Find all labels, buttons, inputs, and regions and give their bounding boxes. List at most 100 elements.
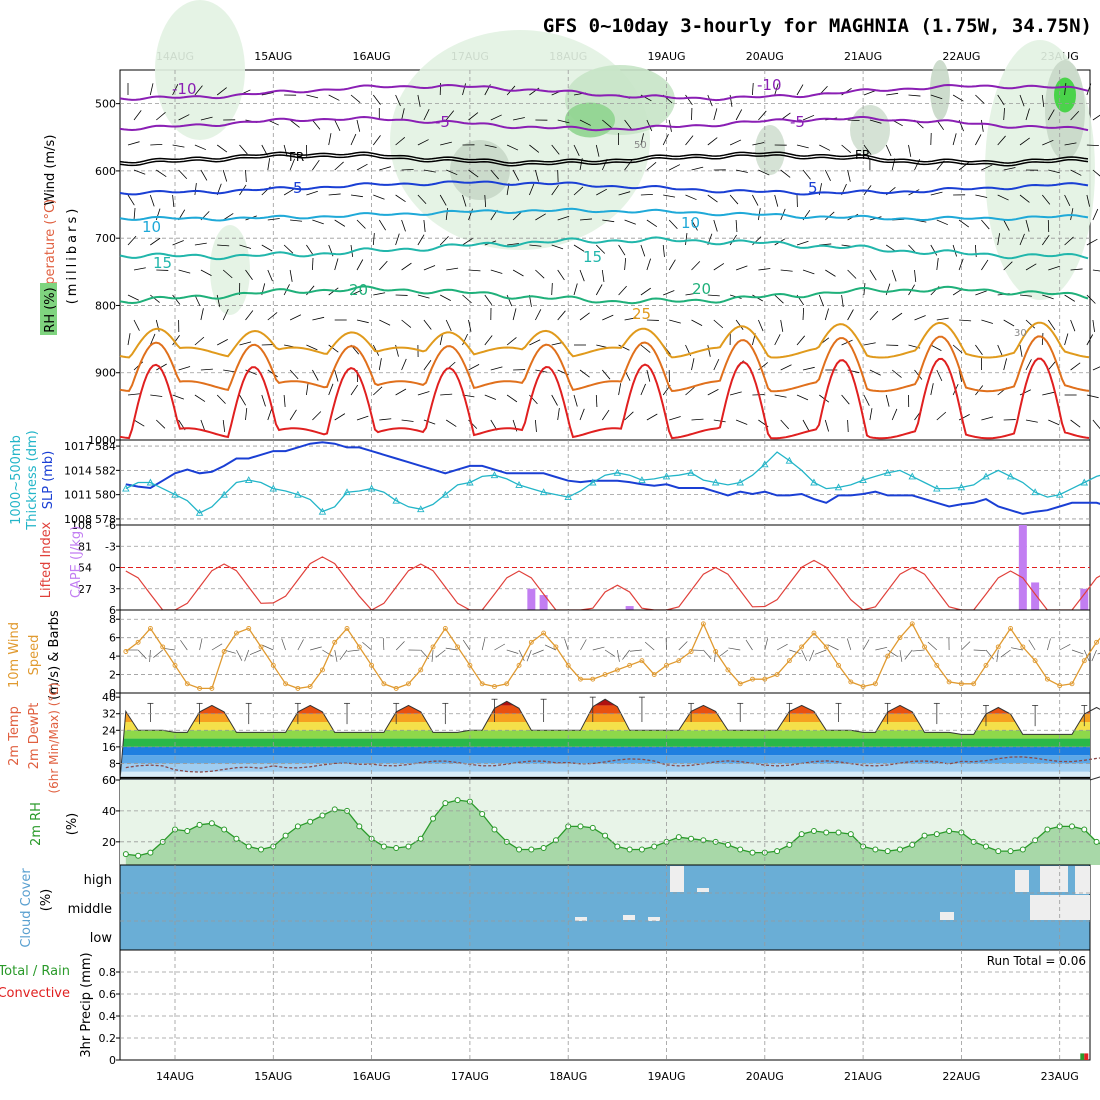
wind-barb — [239, 144, 248, 155]
precip-conv-bar — [1084, 1053, 1089, 1060]
isotherm-line — [119, 236, 1089, 261]
wind-barb — [885, 283, 891, 296]
rh-marker — [872, 846, 879, 853]
wind-barb — [328, 383, 334, 396]
wind-barb — [435, 649, 446, 658]
wind-barb — [526, 649, 532, 662]
wind-barb — [735, 219, 738, 232]
wind-barb — [622, 649, 630, 660]
wind-barb — [1042, 139, 1054, 146]
wind-marker — [848, 679, 854, 685]
wind10-axis-title: 10m Wind — [7, 622, 22, 688]
wind-marker — [897, 635, 903, 641]
wind-barb — [691, 418, 704, 421]
wind-barb — [163, 647, 176, 651]
wind-barb — [356, 163, 368, 171]
wind-marker — [700, 621, 706, 627]
wind-barb — [156, 111, 166, 121]
cape-tick-label: 81 — [78, 540, 92, 553]
wind-barb — [908, 144, 912, 157]
wind-barb — [172, 194, 175, 207]
wind-marker — [1020, 644, 1026, 650]
wind-barb — [802, 366, 815, 371]
wind-barb — [914, 369, 923, 380]
wind-barb — [382, 637, 385, 651]
wind-marker — [922, 644, 927, 650]
cape-tick-label: 54 — [78, 562, 92, 575]
wind-barb — [1086, 394, 1099, 399]
wind-barb — [261, 244, 273, 252]
wind-barb — [217, 244, 230, 247]
isotherm-label: -10 — [757, 76, 782, 94]
wind-barb — [262, 644, 274, 651]
wind-barb — [236, 649, 243, 661]
wind-marker — [934, 662, 940, 668]
thickness-marker — [539, 488, 548, 496]
tick-label: 700 — [95, 232, 116, 245]
wind-barb — [814, 649, 827, 655]
rh-marker — [540, 845, 547, 851]
wind-marker — [246, 625, 252, 631]
wind-barb — [887, 649, 898, 658]
wind-barb — [646, 119, 653, 132]
wind-barb — [194, 242, 207, 246]
rh-marker — [1019, 846, 1026, 853]
tick-label: 2 — [109, 669, 116, 682]
cloud-gap — [648, 917, 660, 921]
wind-barb — [557, 408, 560, 421]
wind-barb — [216, 294, 221, 307]
wind-barb — [312, 219, 324, 225]
wind-barb — [373, 194, 385, 200]
wind-barb — [595, 394, 598, 408]
wind-barb — [289, 314, 302, 321]
wind-barb — [1048, 265, 1060, 271]
rh-marker — [208, 820, 215, 827]
wind-marker — [602, 672, 608, 678]
rh-marker — [1081, 826, 1088, 833]
wind-barb — [557, 215, 570, 221]
wind-barb — [312, 369, 319, 381]
date-label: 23AUG — [1041, 1070, 1079, 1083]
wind-marker — [135, 639, 141, 645]
wind-barb — [580, 639, 587, 651]
wind-barb — [885, 394, 890, 407]
tick-label: -6 — [105, 519, 116, 532]
wind-barb — [350, 384, 359, 396]
wind-barb — [891, 269, 897, 282]
wind-barb — [462, 238, 473, 246]
wind-barb — [312, 316, 325, 321]
wind-barb — [789, 649, 801, 655]
wind-barb — [618, 383, 622, 396]
wind-barb — [579, 269, 585, 282]
wind-barb — [440, 141, 452, 146]
wind-barb — [662, 244, 665, 257]
wind-barb — [1086, 334, 1094, 346]
wind-barb — [532, 649, 544, 655]
rh-contour-label: 50 — [634, 140, 647, 151]
wind-barb — [127, 393, 140, 396]
wind-marker — [381, 681, 387, 687]
wind-barb — [490, 114, 502, 121]
wind-barb — [200, 419, 206, 432]
wind-barb — [1092, 366, 1100, 371]
wind-marker — [270, 662, 276, 668]
thickness-marker — [687, 468, 695, 476]
wind-barb — [423, 265, 436, 271]
wind-barb — [596, 188, 607, 196]
lifted-index-line — [125, 556, 1100, 611]
thickness-marker — [1031, 488, 1039, 496]
wind-barb — [156, 419, 166, 429]
wind-barb — [1070, 362, 1081, 371]
wind-marker — [836, 662, 841, 668]
wind-marker — [369, 662, 375, 668]
date-label: 21AUG — [844, 1070, 882, 1083]
wind-barb — [362, 642, 372, 651]
rh-marker — [221, 826, 228, 833]
upper-wind-barbs — [127, 82, 1100, 433]
wind-barb — [617, 649, 620, 662]
cloud-level-label: middle — [68, 902, 112, 917]
wind-barb — [356, 219, 366, 229]
wind-barb — [423, 419, 436, 425]
wind-barb — [401, 419, 414, 422]
wind-barb — [1047, 319, 1056, 331]
